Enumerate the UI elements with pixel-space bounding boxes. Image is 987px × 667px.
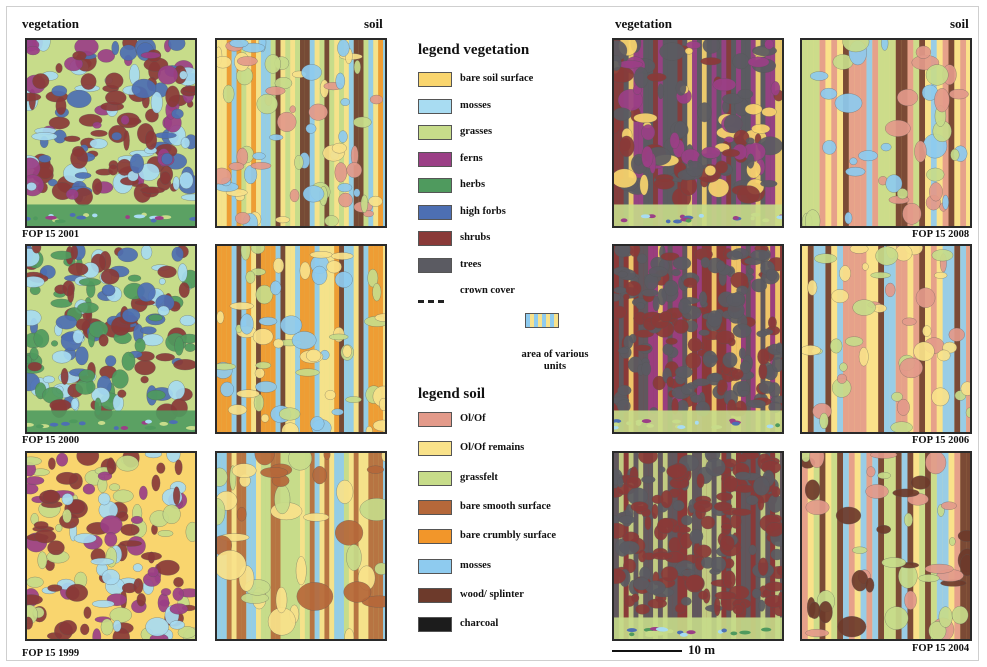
legend-vegetation-item-label: bare soil surface [460,73,534,84]
vegetation-map-2000 [25,244,197,434]
legend-vegetation-item-label: herbs [460,179,486,190]
vegetation-map-1999 [25,451,197,641]
legend-soil-item-swatch [418,617,452,633]
vegetation-header-left: vegetation [22,16,80,31]
vegetation-map-2006 [612,244,784,434]
legend-vegetation-item-label: shrubs [460,232,491,243]
legend-soil-item-swatch [418,558,452,574]
legend-vegetation-item-swatch [418,204,452,220]
scale-label: 10 m [688,642,716,657]
soil-map-2004 [800,451,972,641]
soil-map-2006 [800,244,972,434]
vegetation-header-right: vegetation [615,16,673,31]
figure-frame [6,6,979,661]
legend-vegetation-item-swatch [418,98,452,114]
legend-soil-item-label: bare smooth surface [460,500,551,512]
legend-vegetation-item-swatch [418,257,452,273]
soil-header-left: soil [364,16,383,31]
legend-soil-item-swatch [418,441,452,457]
caption-fop-2006: FOP 15 2006 [912,435,970,446]
legend-vegetation-item-label: trees [460,258,482,270]
various-units-label: area of various units [521,349,589,372]
legend-soil-item-label: Ol/Of [460,413,486,424]
legend-soil-item-label: Ol/Of remains [460,442,525,454]
soil-map-2000 [215,244,387,434]
legend-soil-item-label: wood/ splinter [460,588,524,600]
legend-vegetation-title: legend vegetation [418,42,530,58]
vegetation-map-2008 [612,38,784,228]
legend-soil-title: legend soil [418,386,486,402]
soil-map-2008 [800,38,972,228]
legend-vegetation-item-label: ferns [460,152,483,164]
legend-soil-item-label: mosses [460,559,491,571]
legend-soil-item-label: bare crumbly surface [460,530,557,542]
legend-soil-item-swatch [418,499,452,515]
legend-vegetation-item-label: grasses [460,126,493,137]
legend-vegetation-item-swatch [418,125,452,140]
scale-bar [612,650,682,652]
caption-fop-1999: FOP 15 1999 [22,648,80,659]
legend-vegetation-item-swatch [418,151,452,167]
crown-cover-line-icon [418,290,448,303]
caption-fop-2001: FOP 15 2001 [22,229,80,240]
vegetation-map-2001 [25,38,197,228]
legend-soil-item-swatch [418,587,452,603]
legend-soil-item-label: charcoal [460,618,499,630]
crown-cover-label: crown cover [460,285,515,296]
various-units-swatch [525,313,559,328]
legend-soil-item-swatch [418,412,452,427]
vegetation-map-2004 [612,451,784,641]
legend-vegetation-item-swatch [418,178,452,193]
caption-fop-2008: FOP 15 2008 [912,229,970,240]
legend-vegetation-item-swatch [418,72,452,87]
legend-vegetation-item-label: mosses [460,99,491,111]
caption-fop-2004: FOP 15 2004 [912,643,970,654]
legend-soil-item-swatch [418,529,452,545]
legend-soil-item-swatch [418,470,452,486]
soil-map-2001 [215,38,387,228]
legend-vegetation-item-swatch [418,231,452,246]
legend-soil-item-label: grassfelt [460,471,498,483]
legend-vegetation-item-label: high forbs [460,205,506,217]
caption-fop-2000: FOP 15 2000 [22,435,80,446]
soil-map-1999 [215,451,387,641]
soil-header-right: soil [950,16,969,31]
